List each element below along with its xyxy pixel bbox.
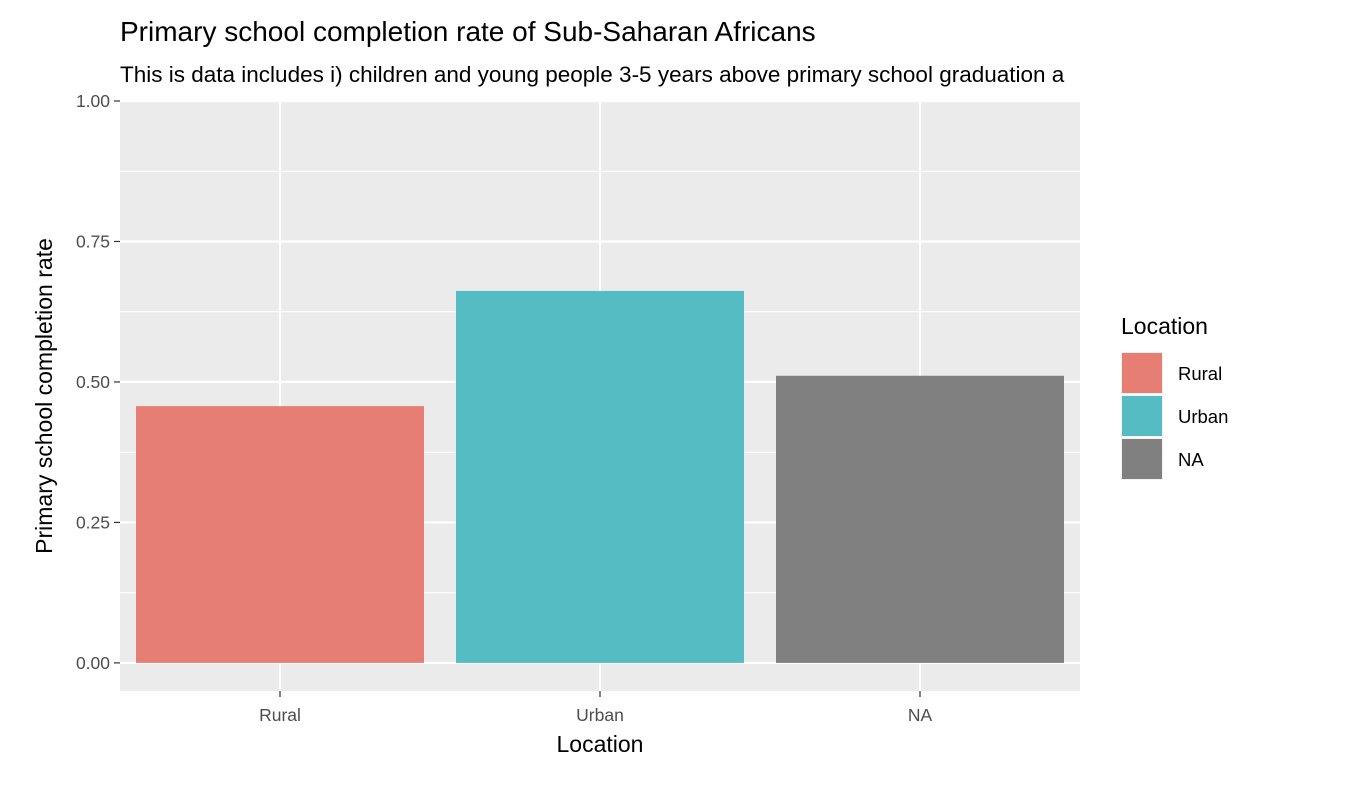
legend-swatch-rural — [1122, 353, 1162, 393]
bar-rural — [136, 406, 424, 663]
y-axis: 0.00 0.25 0.50 0.75 1.00 — [76, 91, 120, 673]
bar-urban — [456, 290, 744, 663]
y-tick-label: 0.00 — [76, 653, 110, 673]
x-axis: Rural Urban NA — [259, 691, 932, 725]
bar-na — [776, 375, 1064, 663]
x-tick-label: NA — [908, 705, 933, 725]
bars — [136, 290, 1064, 663]
legend: Location Rural Urban NA — [1121, 313, 1228, 480]
y-axis-title: Primary school completion rate — [31, 238, 57, 554]
legend-title: Location — [1121, 313, 1208, 339]
x-tick-label: Rural — [259, 705, 301, 725]
x-tick-label: Urban — [576, 705, 624, 725]
y-tick-label: 0.75 — [76, 231, 110, 251]
legend-swatch-urban — [1122, 396, 1162, 436]
legend-swatch-na — [1122, 439, 1162, 479]
chart-title: Primary school completion rate of Sub-Sa… — [120, 16, 816, 47]
legend-label-na: NA — [1178, 449, 1204, 470]
legend-label-urban: Urban — [1178, 406, 1228, 427]
legend-label-rural: Rural — [1178, 363, 1222, 384]
x-axis-title: Location — [557, 731, 644, 757]
y-tick-label: 0.50 — [76, 372, 110, 392]
chart-subtitle: This is data includes i) children and yo… — [120, 62, 1065, 87]
y-tick-label: 0.25 — [76, 512, 110, 532]
y-tick-label: 1.00 — [76, 91, 110, 111]
